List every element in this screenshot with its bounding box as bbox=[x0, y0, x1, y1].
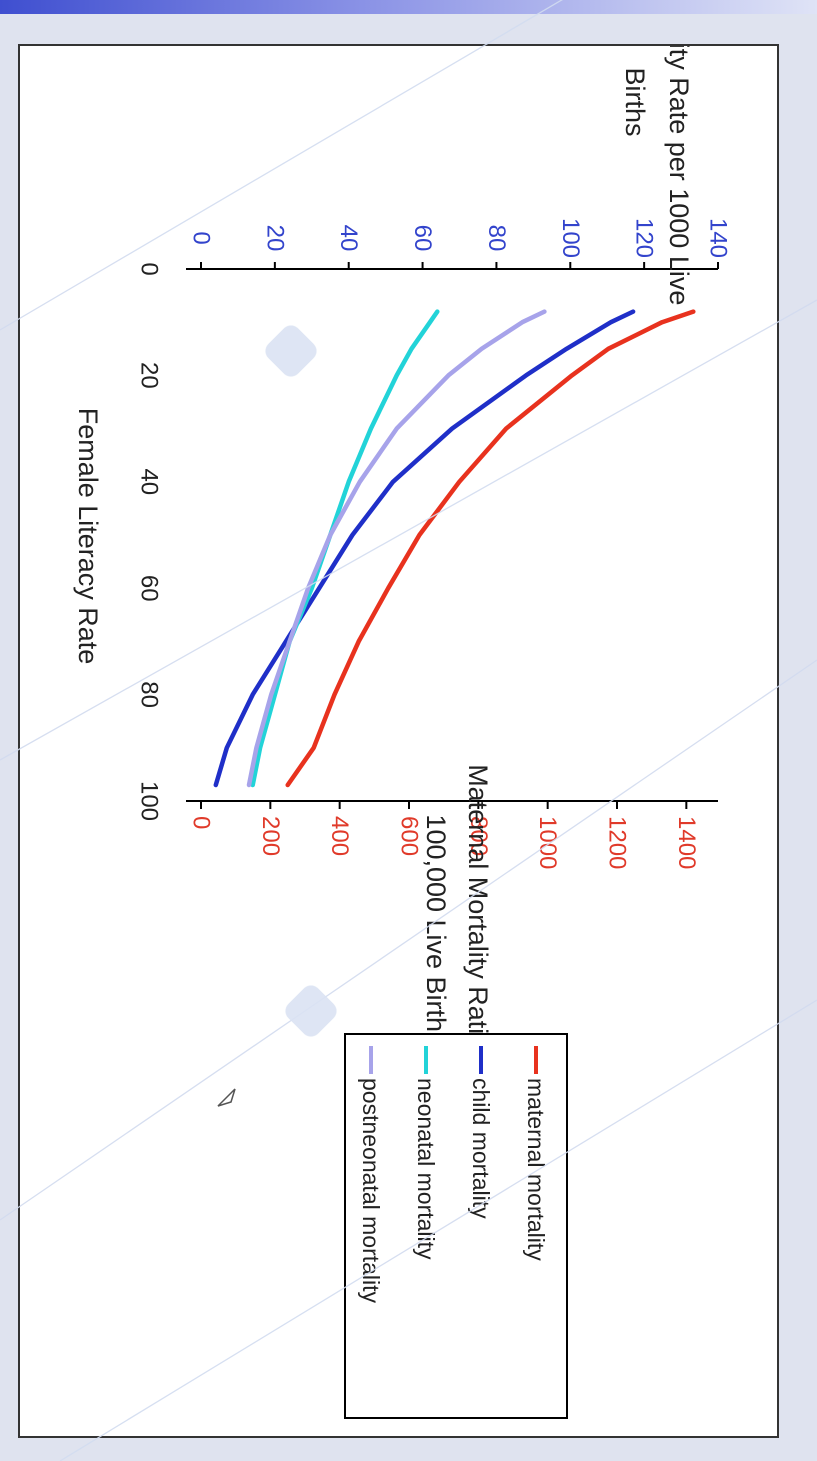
series-line-maternal-mortality bbox=[285, 309, 696, 788]
top-tick-label-6: 120 bbox=[631, 218, 658, 258]
legend-label-0: maternal mortality bbox=[523, 1078, 549, 1261]
bottom-tick-label-7: 1400 bbox=[673, 816, 700, 869]
top-tick-label-5: 100 bbox=[557, 218, 584, 258]
series-line-child-mortality bbox=[213, 309, 636, 788]
legend-label-2: neonatal mortality bbox=[413, 1078, 439, 1260]
series-lines bbox=[213, 309, 696, 788]
left-tick-label-1: 20 bbox=[136, 362, 163, 389]
top-tick-label-0: 0 bbox=[188, 231, 215, 244]
bottom-tick-label-6: 1200 bbox=[604, 816, 631, 869]
bottom-tick-label-1: 200 bbox=[257, 816, 284, 856]
bottom-tick-label-3: 600 bbox=[396, 816, 423, 856]
top-tick-label-2: 40 bbox=[335, 225, 362, 252]
left-tick-label-5: 100 bbox=[136, 781, 163, 821]
top-axis-title-line1: Child Mortality Rate per 1000 Live bbox=[664, 46, 694, 305]
top-tick-label-4: 80 bbox=[483, 225, 510, 252]
left-tick-label-4: 80 bbox=[136, 681, 163, 708]
left-tick-label-3: 60 bbox=[136, 575, 163, 602]
top-band bbox=[0, 0, 817, 14]
top-tick-label-3: 60 bbox=[409, 225, 436, 252]
legend-label-1: child mortality bbox=[468, 1078, 494, 1219]
bottom-tick-label-2: 400 bbox=[326, 816, 353, 856]
chart: 0 20 40 60 80 100 120 140 0 200 400 600 800 1000 1200… bbox=[73, 46, 732, 1419]
top-axis-title-line2: Births bbox=[620, 67, 650, 136]
left-axis-title: Female Literacy Rate bbox=[73, 408, 103, 665]
left-tick-label-2: 40 bbox=[136, 468, 163, 495]
bottom-axis-title-line2: 100,000 Live Births bbox=[421, 814, 451, 1045]
bottom-tick-label-0: 0 bbox=[188, 816, 215, 829]
top-tick-label-1: 20 bbox=[261, 225, 288, 252]
legend-label-3: postneonatal mortality bbox=[358, 1078, 384, 1304]
legend: maternal mortality child mortality neonata… bbox=[344, 1033, 568, 1419]
pointer-cursor-icon bbox=[217, 1088, 236, 1107]
top-tick-label-7: 140 bbox=[705, 218, 732, 258]
chart-frame: 0 20 40 60 80 100 120 140 0 200 400 600 800 1000 1200… bbox=[18, 44, 779, 1438]
left-axis-ticks: 0 20 40 60 80 100 bbox=[136, 262, 163, 821]
left-tick-label-0: 0 bbox=[136, 262, 163, 275]
series-line-postneonatal-mortality bbox=[246, 309, 547, 788]
top-axis-ticks: 0 20 40 60 80 100 120 140 bbox=[188, 218, 732, 269]
bottom-tick-label-5: 1000 bbox=[534, 816, 561, 869]
